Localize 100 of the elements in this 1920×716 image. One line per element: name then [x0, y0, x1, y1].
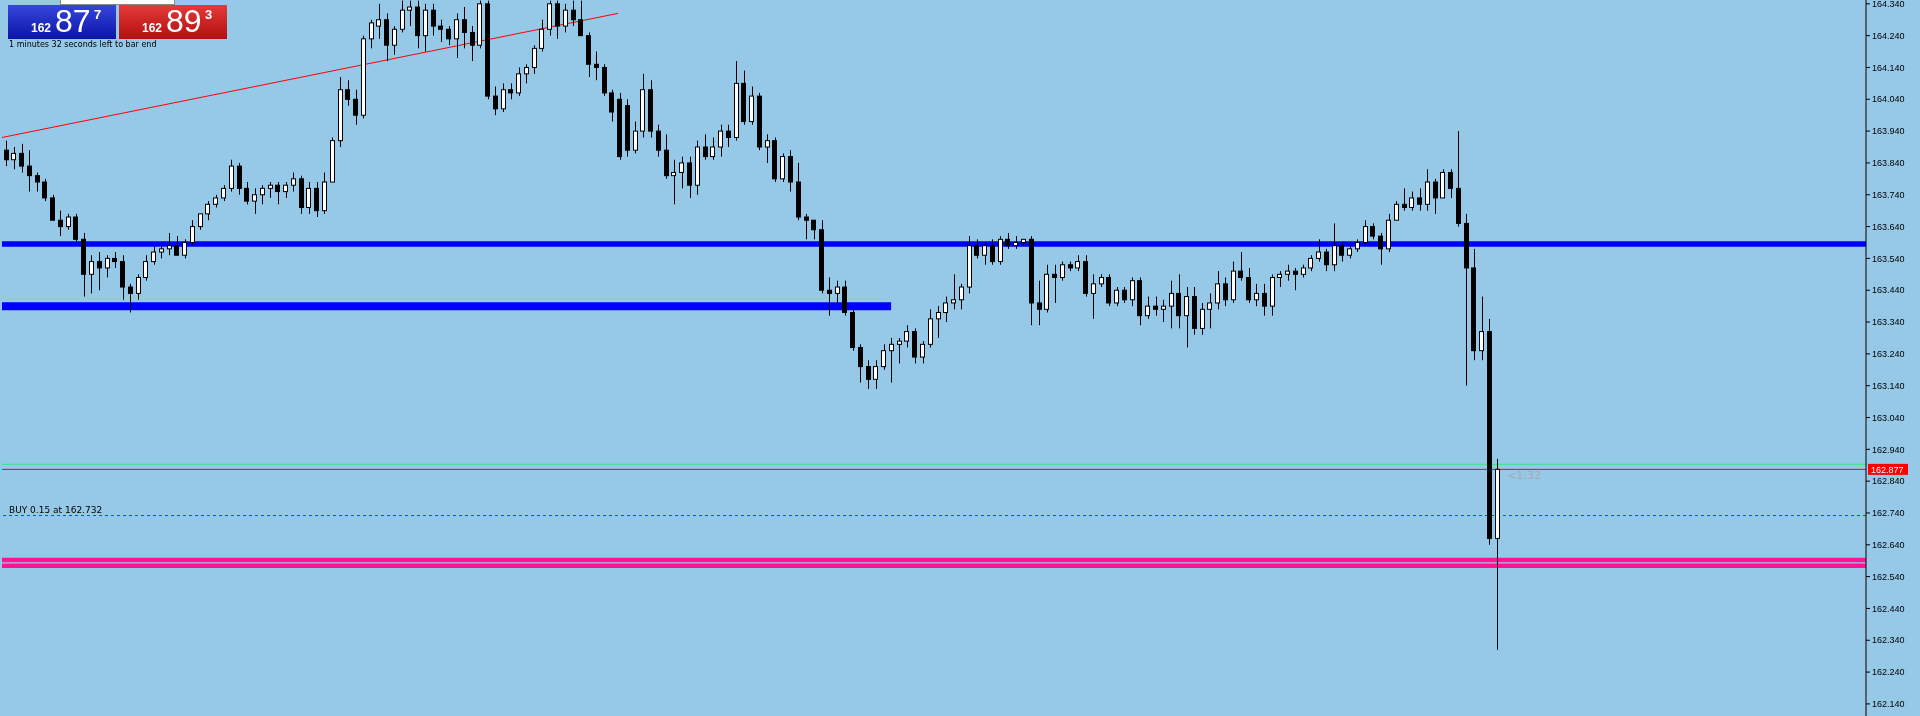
y-tick-label: 162.940 [1872, 444, 1905, 455]
candlestick [1130, 276, 1135, 307]
candlestick [1215, 270, 1220, 310]
candlestick [105, 254, 110, 278]
candlestick [1153, 296, 1158, 317]
candlestick [1417, 187, 1422, 212]
candlestick [252, 187, 257, 215]
candlestick [1176, 273, 1181, 329]
candlestick [229, 159, 234, 193]
candlestick [1207, 292, 1212, 329]
candlestick [167, 232, 172, 256]
candlestick [780, 152, 785, 183]
candlestick [671, 159, 676, 205]
candlestick [897, 337, 902, 364]
candlestick [400, 0, 405, 33]
candlestick [656, 124, 661, 158]
candlestick [703, 133, 708, 161]
candlestick [555, 0, 560, 40]
candlestick [516, 66, 521, 97]
y-tick-label: 163.340 [1872, 317, 1905, 328]
candlestick [35, 171, 40, 193]
candlestick [1169, 280, 1174, 329]
candlestick [143, 254, 148, 282]
candlestick [182, 238, 187, 259]
candlestick [609, 89, 614, 123]
candlestick [1339, 241, 1344, 263]
candlestick [1246, 267, 1251, 304]
candlestick [866, 359, 871, 390]
candlestick [1238, 251, 1243, 282]
candlestick [687, 156, 692, 199]
candlestick [260, 184, 265, 205]
candlestick [58, 210, 63, 237]
y-tick-label: 163.140 [1872, 380, 1905, 391]
candlestick [571, 0, 576, 27]
y-tick-label: 162.440 [1872, 603, 1905, 614]
annotation: 1 minutes 32 seconds left to bar end [9, 40, 157, 49]
candlestick [1184, 286, 1189, 348]
candlestick [936, 305, 941, 339]
candlestick [904, 324, 909, 348]
candlestick [811, 219, 816, 240]
candlestick [89, 254, 94, 294]
candlestick [1378, 232, 1383, 266]
y-tick-label: 163.740 [1872, 189, 1905, 200]
y-tick-label: 163.840 [1872, 158, 1905, 169]
candlestick [128, 283, 133, 313]
candlestick [858, 343, 863, 383]
candlestick [1316, 238, 1321, 263]
candlestick [369, 19, 374, 49]
candlestick [920, 340, 925, 364]
y-tick-label: 162.340 [1872, 635, 1905, 646]
candlestick [889, 337, 894, 383]
annotation: 162 [31, 21, 52, 35]
y-tick-label: 163.540 [1872, 253, 1905, 264]
candlestick [470, 25, 475, 62]
candlestick [1332, 222, 1337, 272]
candlestick [539, 19, 544, 53]
candlestick [1479, 296, 1484, 361]
y-tick-label: 164.040 [1872, 94, 1905, 105]
candlestick [1223, 276, 1228, 307]
candlestick [4, 140, 9, 167]
candlestick [50, 194, 55, 221]
candlestick [237, 162, 242, 196]
candlestick [578, 0, 583, 37]
candlestick [765, 133, 770, 164]
candlestick [1254, 283, 1259, 307]
candlestick [524, 63, 529, 84]
candlestick [306, 181, 311, 215]
candlestick [633, 121, 638, 154]
candlestick [446, 25, 451, 46]
candlestick [97, 251, 102, 291]
candlestick [1293, 267, 1298, 291]
candlestick [1394, 200, 1399, 221]
candlestick [174, 235, 179, 256]
candlestick [998, 235, 1003, 266]
candlestick [275, 181, 280, 205]
y-tick-label: 162.240 [1872, 667, 1905, 678]
ref-line-label: 162.877 [1871, 464, 1904, 475]
candlestick [1433, 178, 1438, 215]
y-tick-label: 163.440 [1872, 285, 1905, 296]
y-tick-label: 162.740 [1872, 508, 1905, 519]
candlestick [1037, 280, 1042, 326]
annotation: <1:32 [1507, 469, 1541, 483]
candlestick [454, 12, 459, 59]
candlestick [205, 200, 210, 221]
candlestick [19, 143, 24, 173]
candlestick [1114, 286, 1119, 307]
candlestick [151, 245, 156, 266]
candlestick [1052, 264, 1057, 304]
y-tick-label: 162.140 [1872, 699, 1905, 710]
candlestick [726, 124, 731, 148]
candlestick [1145, 296, 1150, 320]
candlestick [881, 343, 886, 371]
candlestick [407, 0, 412, 27]
candlestick [353, 89, 358, 126]
candlestick [136, 273, 141, 301]
candlestick [710, 136, 715, 161]
candlestick [990, 238, 995, 266]
candlestick [1060, 261, 1065, 282]
candlestick [462, 6, 467, 49]
y-tick-label: 162.840 [1872, 476, 1905, 487]
